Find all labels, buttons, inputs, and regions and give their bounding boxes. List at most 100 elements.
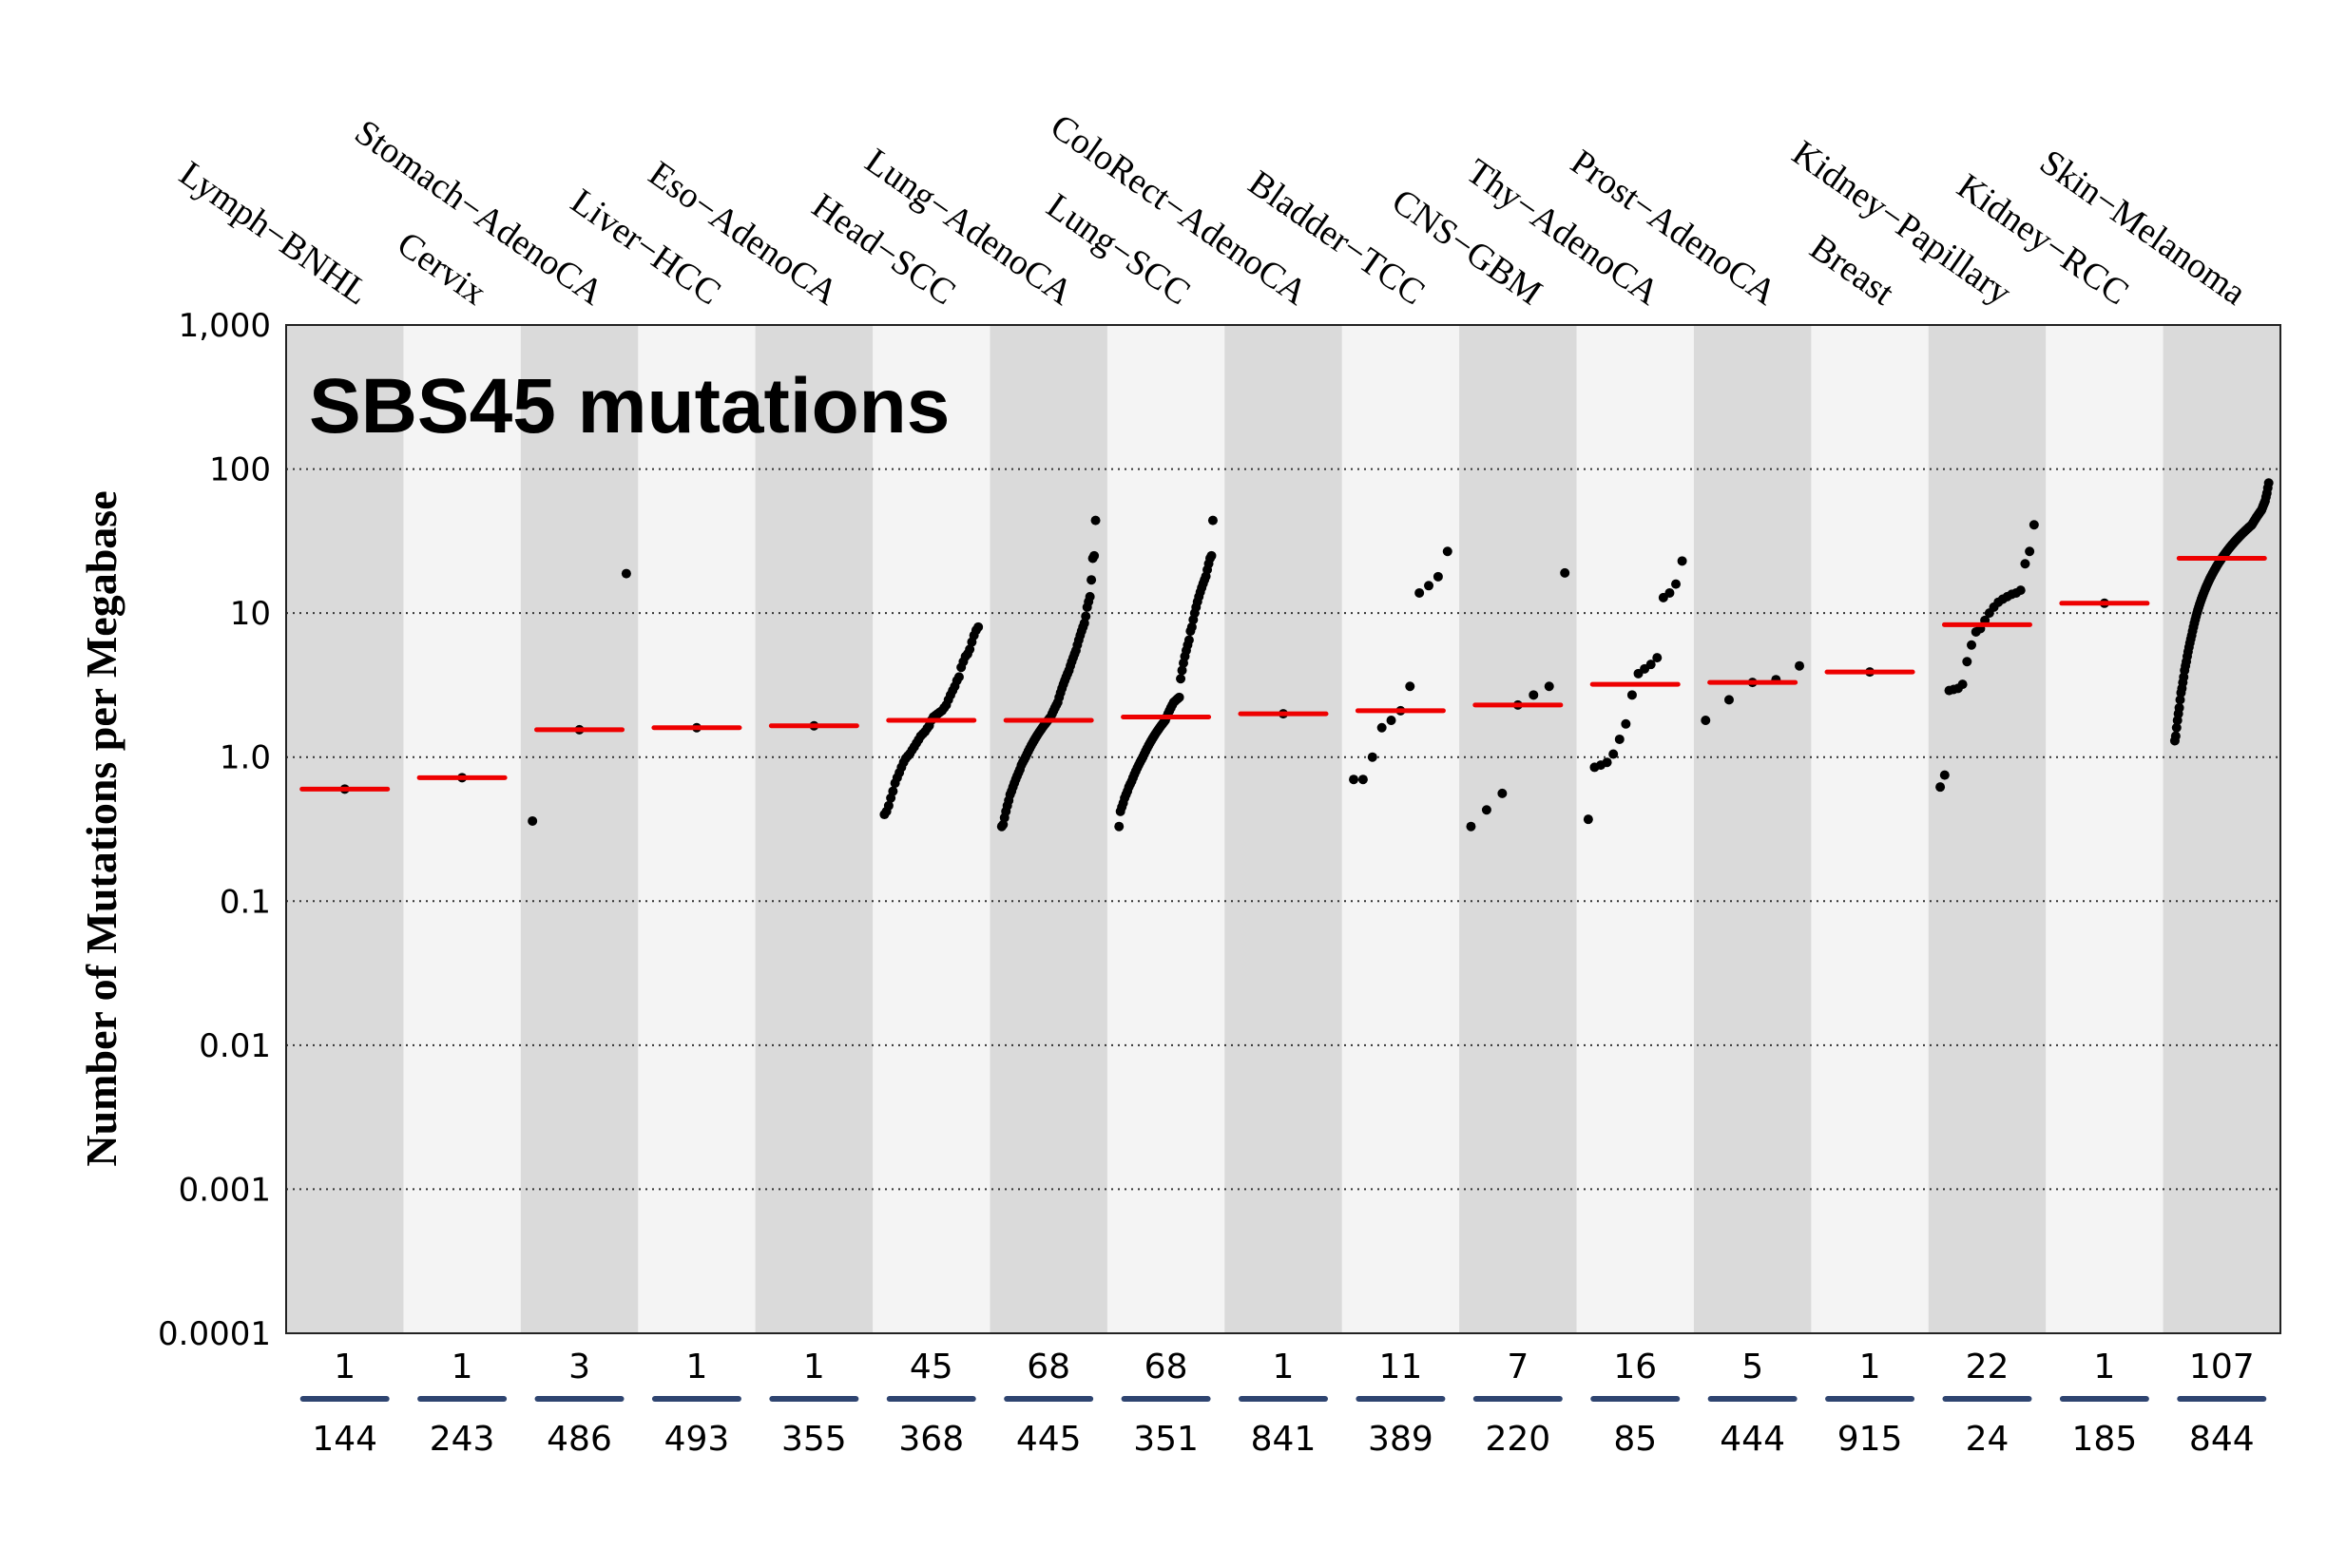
y-tick-label: 0.001 — [179, 1171, 271, 1209]
data-point — [1081, 611, 1091, 621]
total-samples: 243 — [430, 1420, 495, 1459]
data-point — [2015, 585, 2026, 596]
data-point — [1207, 515, 1218, 526]
data-point — [1349, 774, 1359, 785]
samples-with-signature: 68 — [1027, 1348, 1070, 1386]
category-band — [1106, 325, 1225, 1333]
samples-with-signature: 68 — [1144, 1348, 1188, 1386]
y-tick-label: 100 — [209, 451, 271, 489]
category-band — [1341, 325, 1460, 1333]
samples-with-signature: 45 — [910, 1348, 953, 1386]
data-point — [1090, 515, 1101, 526]
data-point — [2025, 546, 2035, 557]
total-samples: 220 — [1485, 1420, 1550, 1459]
data-point — [1677, 556, 1687, 566]
data-point — [1466, 821, 1476, 832]
data-point — [1626, 690, 1637, 700]
category-label: Prost−AdenoCA — [1564, 142, 1784, 313]
samples-with-signature: 1 — [452, 1348, 473, 1386]
samples-with-signature: 1 — [803, 1348, 825, 1386]
data-point — [2263, 478, 2274, 488]
chart-title: SBS45 mutations — [309, 363, 950, 449]
data-point — [1089, 550, 1100, 561]
samples-with-signature: 107 — [2189, 1348, 2255, 1386]
data-point — [953, 672, 964, 682]
data-point — [1481, 805, 1491, 815]
samples-with-signature: 7 — [1507, 1348, 1529, 1386]
samples-with-signature: 1 — [2093, 1348, 2115, 1386]
data-point — [1497, 788, 1508, 798]
data-point — [2029, 520, 2039, 530]
total-samples: 493 — [664, 1420, 730, 1459]
category-label: Lymph−BNHL — [172, 154, 376, 314]
samples-with-signature: 3 — [568, 1348, 590, 1386]
sample-counts: 1 144 1 243 3 486 1 493 1 355 45 368 68 445 68 351 1 841 1… — [299, 1348, 2267, 1459]
data-point — [1433, 571, 1443, 582]
total-samples: 368 — [898, 1420, 964, 1459]
total-samples: 351 — [1133, 1420, 1199, 1459]
data-point — [1085, 591, 1095, 602]
data-point — [1671, 579, 1682, 589]
data-point — [1608, 749, 1619, 759]
data-point — [1367, 752, 1377, 762]
category-band — [520, 325, 639, 1333]
category-label: Kidney−Papillary — [1785, 133, 2019, 314]
data-point — [1560, 567, 1570, 578]
total-samples: 85 — [1613, 1420, 1657, 1459]
total-samples: 841 — [1251, 1420, 1317, 1459]
category-band — [2046, 325, 2164, 1333]
data-point — [1114, 821, 1125, 832]
samples-with-signature: 1 — [334, 1348, 356, 1386]
plot-frame — [285, 324, 2281, 1334]
data-point — [1357, 774, 1368, 785]
data-point — [1583, 814, 1593, 825]
data-point — [883, 800, 894, 811]
data-point — [621, 568, 631, 579]
total-samples: 185 — [2072, 1420, 2138, 1459]
data-point — [1614, 734, 1625, 744]
data-point — [1939, 770, 1950, 780]
category-label: Lung−AdenoCA — [858, 141, 1081, 313]
category-labels: Lymph−BNHL CervixStomach−AdenoCALiver−HCC… — [172, 106, 2253, 314]
data-point — [1174, 692, 1184, 702]
data-point — [1176, 674, 1186, 684]
samples-with-signature: 1 — [1273, 1348, 1295, 1386]
total-samples: 915 — [1837, 1420, 1903, 1459]
category-band — [873, 325, 990, 1333]
y-tick-label: 1,000 — [179, 307, 271, 345]
category-band — [1224, 325, 1343, 1333]
category-band — [403, 325, 522, 1333]
data-point — [1376, 722, 1387, 733]
data-point — [1414, 587, 1425, 598]
data-point — [1424, 581, 1434, 591]
data-point — [1967, 640, 1977, 650]
y-tick-label: 0.01 — [199, 1027, 271, 1065]
data-point — [1621, 718, 1631, 729]
data-point — [888, 786, 898, 796]
total-samples: 844 — [2189, 1420, 2255, 1459]
data-point — [1405, 681, 1415, 692]
data-point — [1177, 665, 1187, 676]
category-band — [638, 325, 757, 1333]
data-point — [1186, 621, 1197, 632]
data-point — [973, 621, 984, 632]
category-band — [1811, 325, 1930, 1333]
total-samples: 389 — [1368, 1420, 1433, 1459]
category-band — [1928, 325, 2047, 1333]
total-samples: 445 — [1016, 1420, 1082, 1459]
data-point — [1206, 550, 1217, 561]
y-axis-label: Number of Mutations per Megabase — [77, 490, 125, 1166]
total-samples: 24 — [1966, 1420, 2010, 1459]
data-point — [2170, 731, 2181, 741]
data-point — [1664, 587, 1675, 598]
category-band — [1576, 325, 1695, 1333]
samples-with-signature: 1 — [1859, 1348, 1881, 1386]
total-samples: 355 — [781, 1420, 847, 1459]
y-tick-label: 0.0001 — [158, 1315, 271, 1353]
data-point — [1544, 681, 1554, 692]
category-band — [990, 325, 1108, 1333]
data-point — [1087, 575, 1097, 585]
data-point — [1386, 716, 1396, 726]
data-point — [1529, 690, 1539, 700]
category-band — [2163, 325, 2281, 1333]
